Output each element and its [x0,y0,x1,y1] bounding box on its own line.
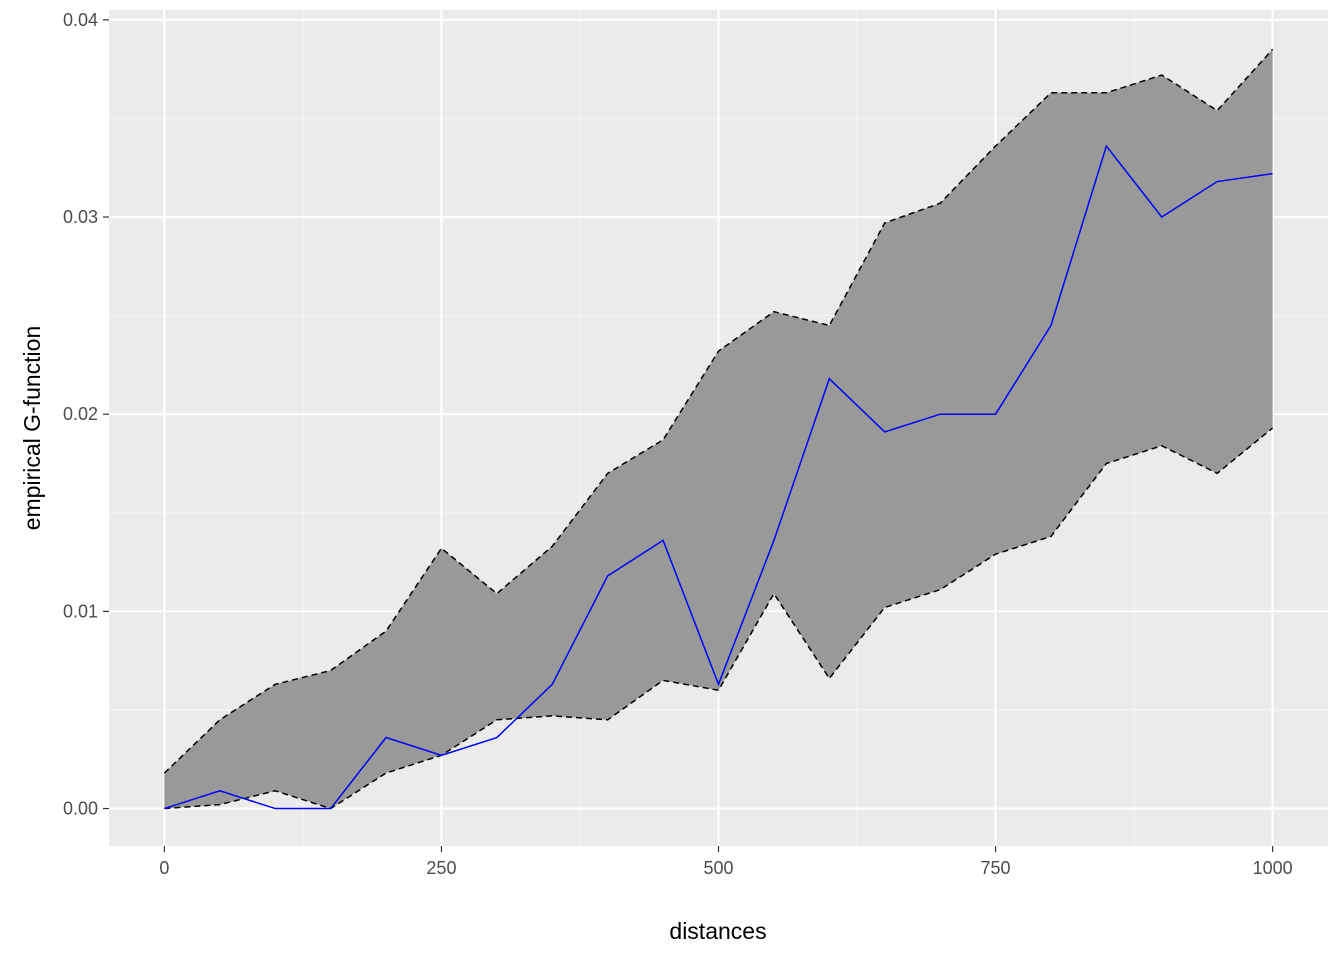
envelope-lower-line [164,427,1274,810]
envelope-upper-line [163,48,1274,774]
y-tick-label: 0.04 [63,10,98,30]
envelope-fill [164,49,1273,809]
x-axis-title: distances [669,918,766,944]
y-tick-label: 0.03 [63,207,98,227]
observed-line-group [164,144,1273,810]
x-tick-label: 1000 [1253,858,1293,878]
envelope-band [163,48,1274,810]
y-axis-ticks: 0.00 0.01 0.02 0.03 0.04 [63,10,109,819]
x-tick-label: 250 [426,858,456,878]
x-tick-label: 0 [159,858,169,878]
x-tick-label: 750 [981,858,1011,878]
x-tick-label: 500 [703,858,733,878]
x-axis-ticks: 0 250 500 750 1000 [159,846,1293,878]
y-tick-label: 0.01 [63,601,98,621]
y-tick-label: 0.00 [63,799,98,819]
y-axis-title: empirical G-function [19,326,45,531]
y-tick-label: 0.02 [63,404,98,424]
